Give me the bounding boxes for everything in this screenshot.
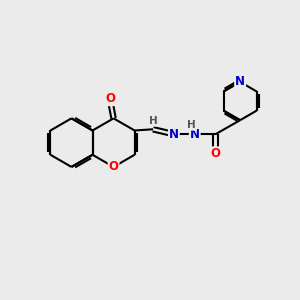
Text: N: N <box>235 75 245 88</box>
Text: H: H <box>148 116 158 126</box>
Text: O: O <box>109 160 118 173</box>
Text: N: N <box>169 128 179 141</box>
Text: O: O <box>105 92 115 105</box>
Text: O: O <box>211 147 220 160</box>
Text: N: N <box>190 128 200 141</box>
Text: H: H <box>188 120 196 130</box>
